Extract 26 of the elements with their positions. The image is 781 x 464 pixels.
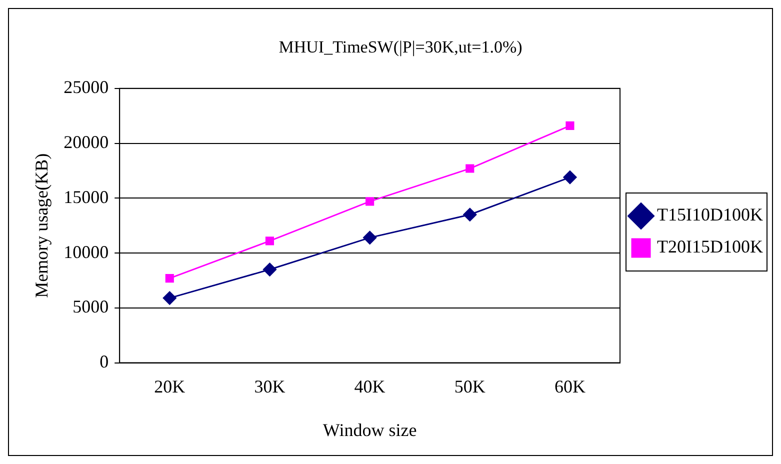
- x-tick-label: 20K: [154, 376, 186, 396]
- point: [466, 164, 474, 173]
- x-tick-label: 30K: [254, 376, 286, 396]
- legend-label: T20I15D100K: [657, 236, 764, 257]
- point: [366, 197, 374, 206]
- y-tick-label: 0: [100, 352, 109, 372]
- y-tick-label: 10000: [64, 242, 109, 262]
- x-tick-label: 50K: [454, 376, 486, 396]
- point: [463, 208, 477, 222]
- y-tick-label: 20000: [64, 132, 109, 152]
- point: [363, 230, 377, 244]
- chart-title: MHUI_TimeSW(|P|=30K,ut=1.0%): [278, 38, 522, 57]
- legend-label: T15I10D100K: [657, 204, 764, 225]
- point: [162, 291, 176, 305]
- y-axis-title: Memory usage(KB): [32, 153, 52, 298]
- point: [563, 170, 577, 184]
- y-tick-label: 15000: [64, 186, 109, 207]
- point: [165, 274, 174, 283]
- point: [262, 262, 276, 276]
- x-tick-label: 60K: [554, 376, 586, 396]
- x-axis-title: Window size: [322, 420, 417, 440]
- point: [566, 121, 574, 130]
- y-tick-label: 5000: [72, 296, 109, 317]
- y-tick-label: 25000: [64, 77, 109, 98]
- point: [265, 236, 274, 246]
- x-tick-label: 40K: [354, 376, 386, 396]
